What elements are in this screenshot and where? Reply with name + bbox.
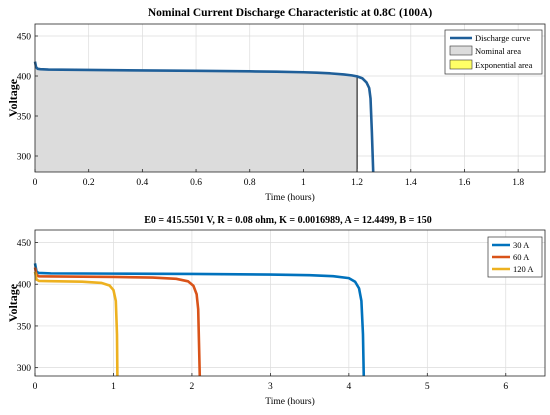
- chart-1-y-tick-label-3: 450: [17, 33, 32, 43]
- chart-1-legend-label-discharge-curve: Discharge curve: [475, 33, 531, 43]
- chart-1-x-tick-label-8: 1.6: [459, 178, 471, 188]
- chart-1-x-tick-label-4: 0.8: [244, 178, 256, 188]
- chart-2-x-tick-label-6: 6: [503, 382, 508, 392]
- chart-2-plot-frame: [34, 229, 546, 377]
- chart-1-y-tick-label-2: 400: [17, 73, 32, 83]
- chart-1-area-layer: [35, 61, 358, 172]
- chart-2-series-60-a: [33, 267, 202, 377]
- chart-2-legend-label-30a: 30 A: [513, 240, 530, 250]
- chart-2-y-tick-label-2: 400: [17, 281, 32, 291]
- chart-1-legend-label-exponential-area: Exponential area: [475, 60, 533, 70]
- chart-2-legend: 30 A 60 A 120 A: [487, 236, 543, 278]
- chart-1-plot-frame: [34, 23, 546, 173]
- chart-1-x-tick-label-9: 1.8: [512, 178, 524, 188]
- chart-2-legend-label-60a: 60 A: [513, 252, 530, 262]
- chart-2-x-tick-label-2: 2: [190, 382, 195, 392]
- chart-2-x-tick-label-4: 4: [346, 382, 351, 392]
- chart-2-x-axis-label: Time (hours): [265, 396, 315, 407]
- chart-1-x-tick-label-7: 1.4: [405, 178, 417, 188]
- chart-1-x-axis-label: Time (hours): [265, 192, 315, 203]
- chart-2-series-30-a: [33, 263, 366, 377]
- chart-1-y-tick-label-0: 300: [17, 153, 32, 163]
- chart-2: E0 = 415.5501 V, R = 0.08 ohm, K = 0.001…: [6, 215, 546, 407]
- chart-2-ticks: 0 1 2 3 4 5 6 300 350 400 450: [17, 239, 509, 392]
- chart-1: Nominal Current Discharge Characteristic…: [6, 7, 546, 203]
- chart-2-x-tick-label-1: 1: [111, 382, 116, 392]
- chart-2-x-tick-label-0: 0: [33, 382, 38, 392]
- chart-2-x-tick-label-3: 3: [268, 382, 273, 392]
- chart-2-x-tick-label-5: 5: [425, 382, 430, 392]
- chart-2-title: E0 = 415.5501 V, R = 0.08 ohm, K = 0.001…: [144, 215, 432, 226]
- chart-2-series-120-a: [33, 271, 119, 377]
- chart-2-y-tick-label-1: 350: [17, 322, 32, 332]
- chart-1-y-axis-label: Voltage: [6, 78, 20, 117]
- chart-2-line-layer: [33, 263, 366, 377]
- chart-1-nominal-area-fill: [35, 61, 358, 172]
- chart-1-legend-label-nominal-area: Nominal area: [475, 46, 521, 56]
- chart-1-title: Nominal Current Discharge Characteristic…: [148, 7, 433, 19]
- chart-1-legend-swatch-exponential-area: [449, 59, 473, 70]
- chart-2-y-tick-label-3: 450: [17, 239, 32, 249]
- chart-1-series-discharge-curve: [33, 61, 375, 173]
- chart-1-x-tick-label-0: 0: [33, 178, 38, 188]
- chart-1-legend: Discharge curve Nominal area Exponential…: [444, 29, 543, 75]
- chart-1-x-tick-label-2: 0.4: [136, 178, 148, 188]
- chart-1-x-tick-label-1: 0.2: [83, 178, 95, 188]
- chart-1-ticks: 0 0.2 0.4 0.6 0.8 1 1.2 1.4 1.6 1.8 300 350 400 450: [17, 33, 525, 189]
- chart-1-y-tick-label-1: 350: [17, 113, 32, 123]
- chart-2-legend-label-120a: 120 A: [513, 264, 534, 274]
- chart-1-x-tick-label-6: 1.2: [351, 178, 363, 188]
- chart-1-legend-swatch-nominal-area: [449, 45, 473, 56]
- chart-1-x-tick-label-3: 0.6: [190, 178, 202, 188]
- chart-1-line-layer: [33, 61, 375, 173]
- chart-1-x-tick-label-5: 1: [301, 178, 306, 188]
- chart-2-y-tick-label-0: 300: [17, 364, 32, 374]
- chart-2-y-axis-label: Voltage: [6, 283, 20, 322]
